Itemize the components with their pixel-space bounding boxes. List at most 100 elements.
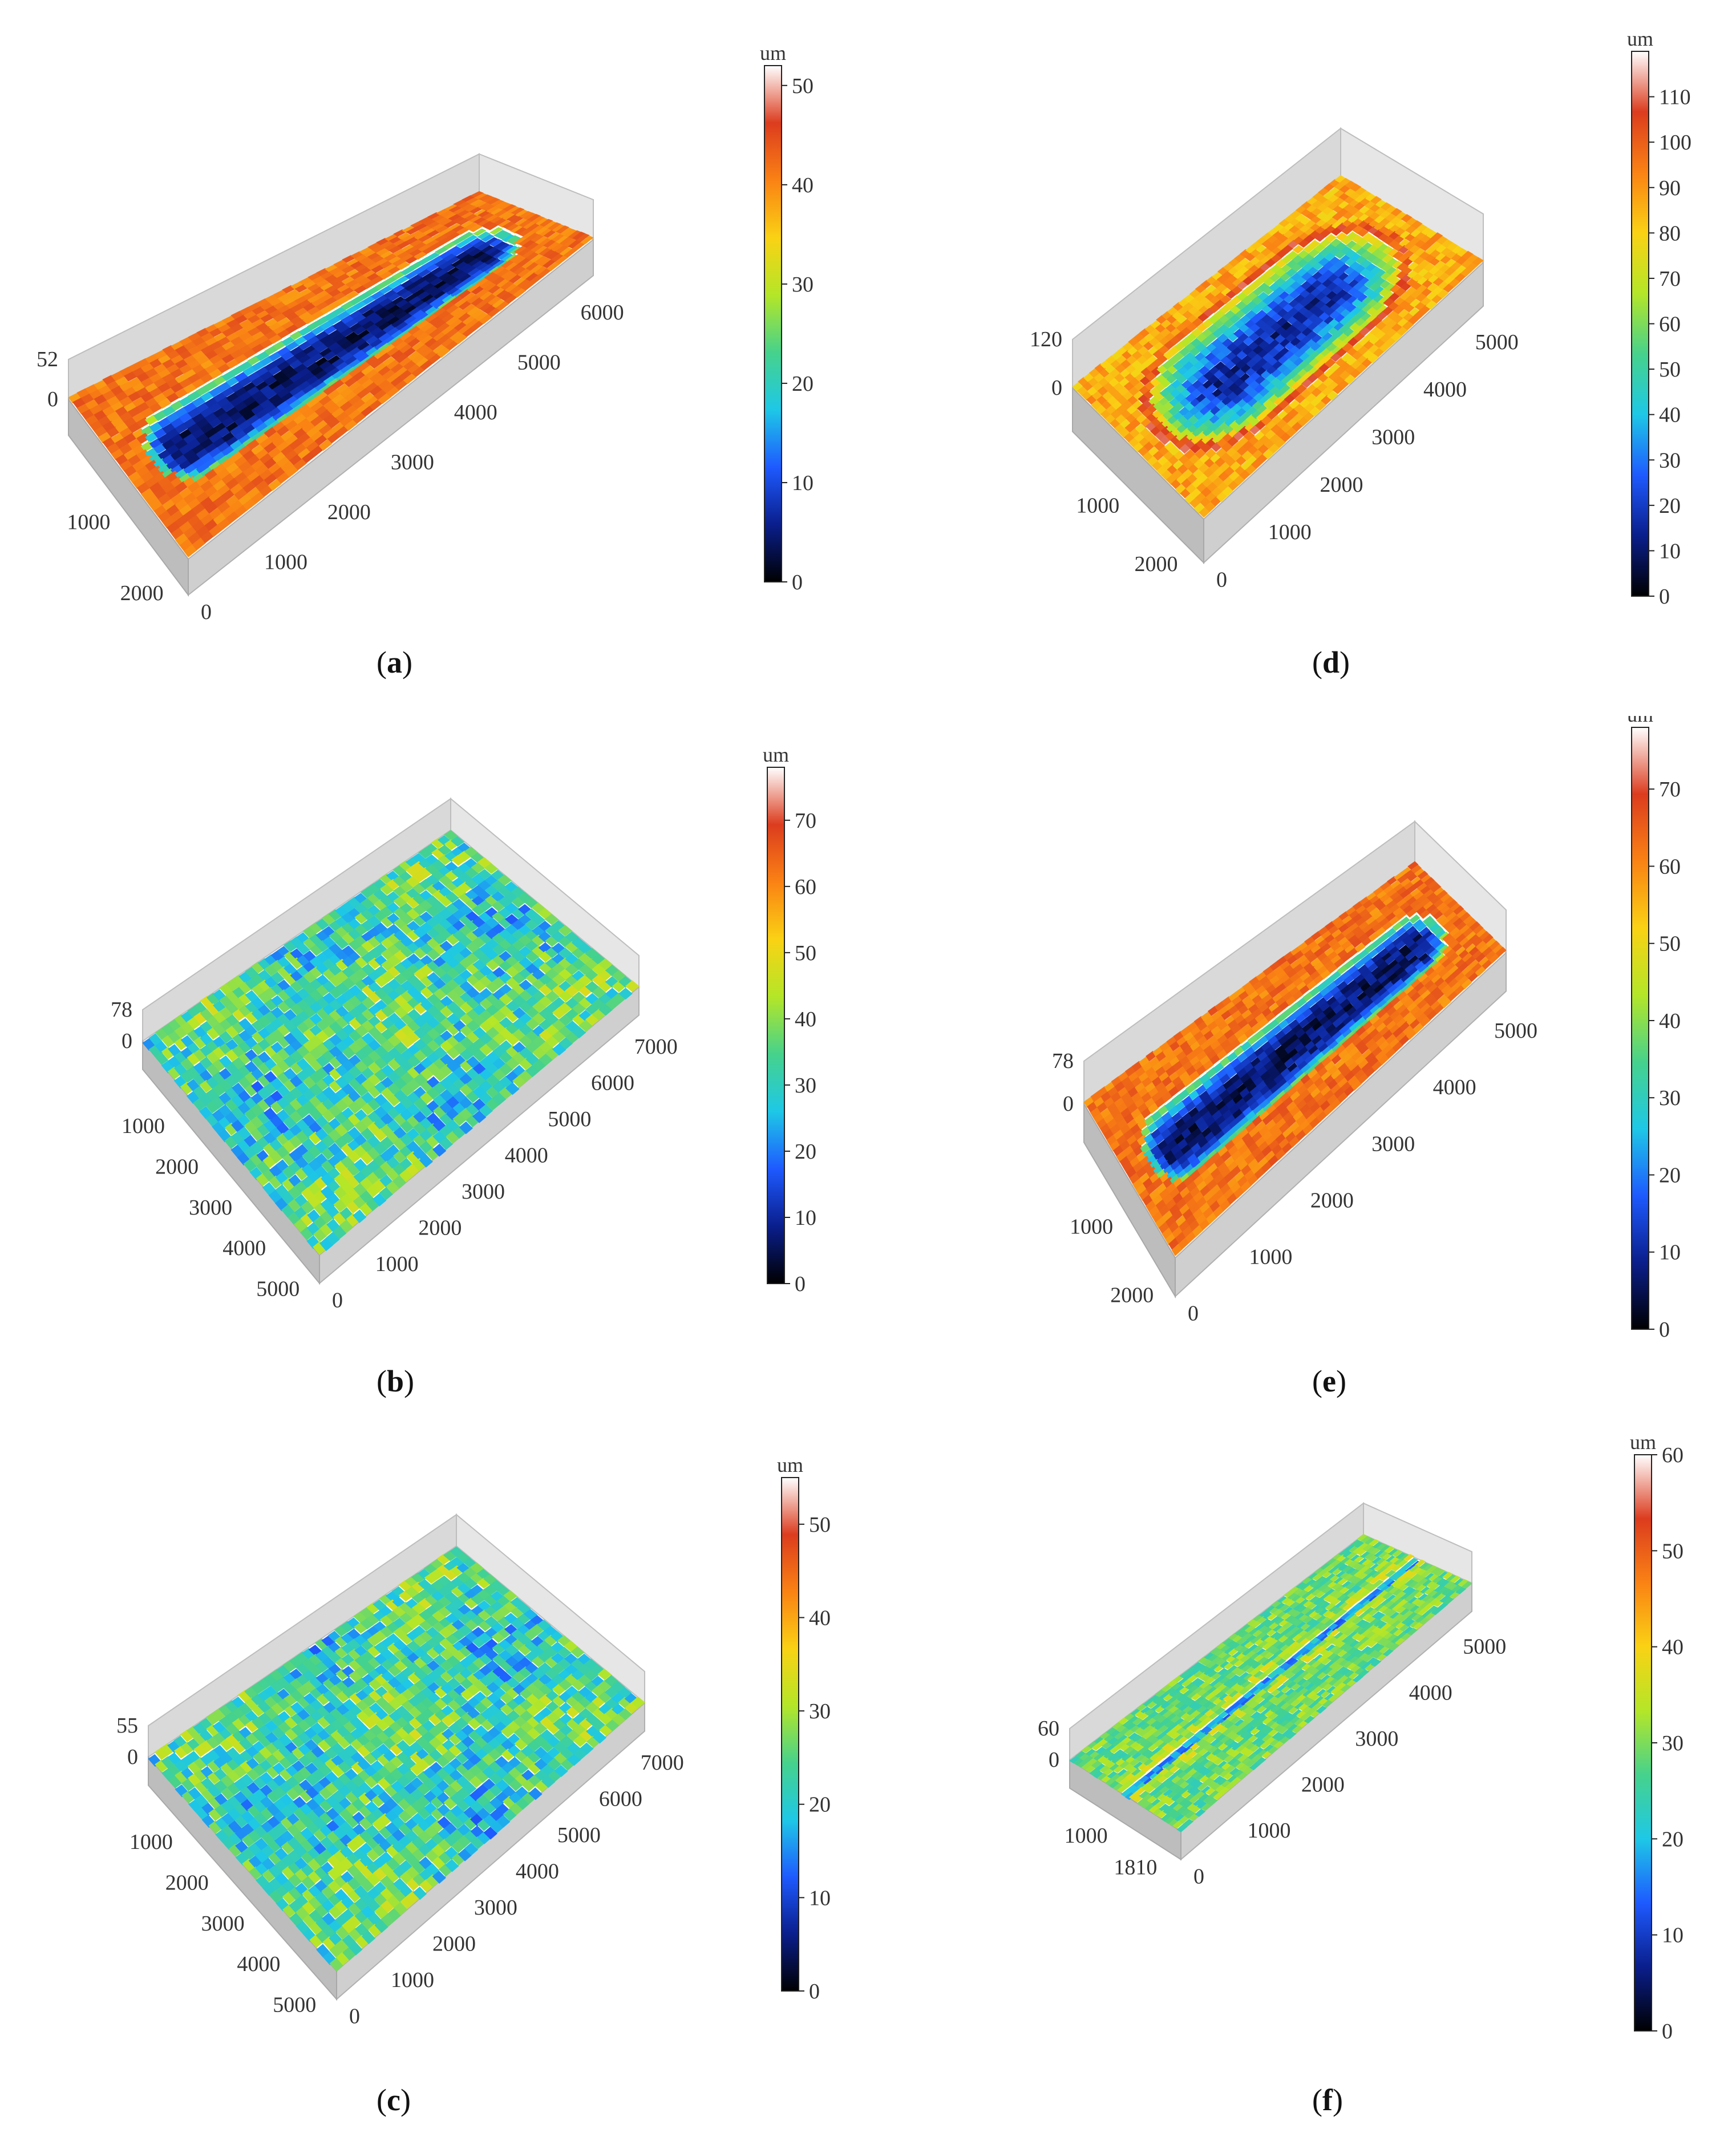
surface-cell bbox=[505, 1082, 520, 1095]
surface-cell bbox=[413, 252, 427, 260]
surface-cell bbox=[618, 1708, 633, 1721]
surface-cell bbox=[548, 222, 561, 230]
surface-cell bbox=[537, 908, 552, 920]
surface-cell bbox=[1335, 242, 1347, 251]
y-tick-label: 5000 bbox=[548, 1107, 591, 1131]
x-tick-label: 2000 bbox=[165, 1871, 209, 1895]
surface-cell bbox=[403, 373, 417, 385]
surface-cell bbox=[454, 1717, 469, 1730]
surface-cell bbox=[1192, 318, 1204, 327]
surface-cell bbox=[454, 334, 467, 345]
surface-cell bbox=[516, 1602, 531, 1614]
surface-cell bbox=[1318, 257, 1330, 266]
surface-cell bbox=[432, 901, 447, 913]
surface-cell bbox=[1158, 345, 1170, 355]
surface-cell bbox=[382, 1703, 396, 1715]
surface-cell bbox=[417, 269, 431, 278]
colorbar-tick-label: 50 bbox=[795, 941, 816, 965]
surface-cell bbox=[477, 857, 492, 868]
surface-cell bbox=[450, 1557, 464, 1568]
surface-cell bbox=[450, 836, 465, 847]
surface-cell bbox=[332, 306, 346, 316]
surface-cell bbox=[474, 1701, 488, 1714]
y-tick-label: 6000 bbox=[599, 1787, 642, 1811]
surface-cell bbox=[1309, 240, 1321, 249]
surface-cell bbox=[379, 884, 394, 896]
surface-cell bbox=[373, 1167, 387, 1180]
surface-cell bbox=[180, 1021, 195, 1034]
panel-a: 52 0 1000 2000 0 1000 2000 3000 4000 5000 6000 um 0 1… bbox=[0, 0, 867, 716]
surface-cell bbox=[559, 1037, 573, 1050]
panel-c: 55 0 1000 2000 3000 4000 5000 0 1000 2000 3000 4000… bbox=[0, 1432, 867, 2148]
surface-cell bbox=[387, 954, 402, 967]
surface-cell bbox=[1191, 327, 1203, 338]
surface-cell bbox=[387, 1034, 402, 1047]
surface-cell bbox=[192, 537, 206, 551]
surface-cell bbox=[454, 1694, 468, 1707]
x-tick-label: 4000 bbox=[222, 1236, 266, 1260]
surface-cell bbox=[468, 238, 482, 246]
surface-cell bbox=[217, 382, 231, 392]
surface-cell bbox=[379, 271, 393, 280]
surface-cell bbox=[271, 1726, 286, 1739]
surface-cell bbox=[444, 829, 458, 841]
colorbar-tick-label: 30 bbox=[809, 1699, 831, 1723]
surface-cell bbox=[234, 371, 248, 382]
surface-cell bbox=[1282, 245, 1294, 254]
surface-cell bbox=[1313, 244, 1325, 253]
surface-cell bbox=[432, 1143, 447, 1157]
surface-cell bbox=[478, 900, 492, 912]
surface-cell bbox=[460, 232, 474, 240]
surface-cell bbox=[483, 1574, 497, 1585]
surface-cell bbox=[192, 396, 205, 407]
surface-cell bbox=[458, 1624, 472, 1636]
surface-cell bbox=[439, 1137, 453, 1151]
surface-cell bbox=[339, 1219, 353, 1233]
x-tick-label: 3000 bbox=[189, 1196, 232, 1220]
surface-cell bbox=[489, 226, 503, 235]
surface-cell bbox=[1231, 286, 1243, 295]
surface-cell bbox=[463, 1782, 477, 1795]
y-tick-label: 2000 bbox=[418, 1216, 462, 1240]
colorbar bbox=[764, 65, 782, 582]
surface-cell bbox=[309, 1107, 323, 1121]
surface-cell bbox=[396, 261, 410, 270]
surface-cell bbox=[392, 1175, 407, 1189]
surface-cell bbox=[489, 238, 503, 247]
surface-cell bbox=[238, 361, 253, 371]
surface-cell bbox=[541, 1775, 556, 1788]
surface-cell bbox=[508, 1779, 523, 1792]
surface-cell bbox=[361, 1127, 375, 1141]
surface-cell bbox=[466, 1662, 480, 1674]
x-tick-label: 3000 bbox=[201, 1912, 245, 1936]
surface-cell bbox=[479, 1104, 493, 1117]
surface-cell bbox=[598, 958, 613, 970]
surface-cell bbox=[393, 896, 407, 908]
surface-cell bbox=[195, 1794, 209, 1808]
x-tick-label: 5000 bbox=[273, 1993, 316, 2017]
surface-cell bbox=[1324, 252, 1336, 261]
surface-cell bbox=[296, 942, 310, 955]
surface-cell bbox=[1349, 270, 1361, 280]
surface-cell bbox=[433, 1022, 447, 1035]
x-tick-label: 2000 bbox=[155, 1155, 199, 1179]
surface-cell bbox=[256, 351, 269, 361]
surface-cell bbox=[1233, 329, 1245, 338]
surface-cell bbox=[419, 1154, 433, 1168]
z-min-label: 0 bbox=[47, 387, 58, 411]
surface-cell bbox=[580, 1742, 594, 1755]
surface-cell bbox=[576, 233, 590, 242]
surface-cell bbox=[564, 1640, 578, 1652]
surface-cell bbox=[387, 1665, 402, 1677]
surface-cell bbox=[617, 1686, 632, 1699]
surface-cell bbox=[289, 1912, 304, 1927]
colorbar-tick-label: 20 bbox=[795, 1140, 816, 1164]
surface-cell bbox=[459, 904, 473, 916]
surface-cell bbox=[528, 1787, 543, 1800]
surface-cell bbox=[1216, 284, 1228, 293]
surface-cell bbox=[573, 1735, 587, 1747]
colorbar-tick-label: 0 bbox=[795, 1272, 806, 1296]
surface-cell bbox=[361, 963, 375, 976]
surface-cell bbox=[406, 1103, 421, 1116]
surface-cell bbox=[496, 1815, 511, 1828]
